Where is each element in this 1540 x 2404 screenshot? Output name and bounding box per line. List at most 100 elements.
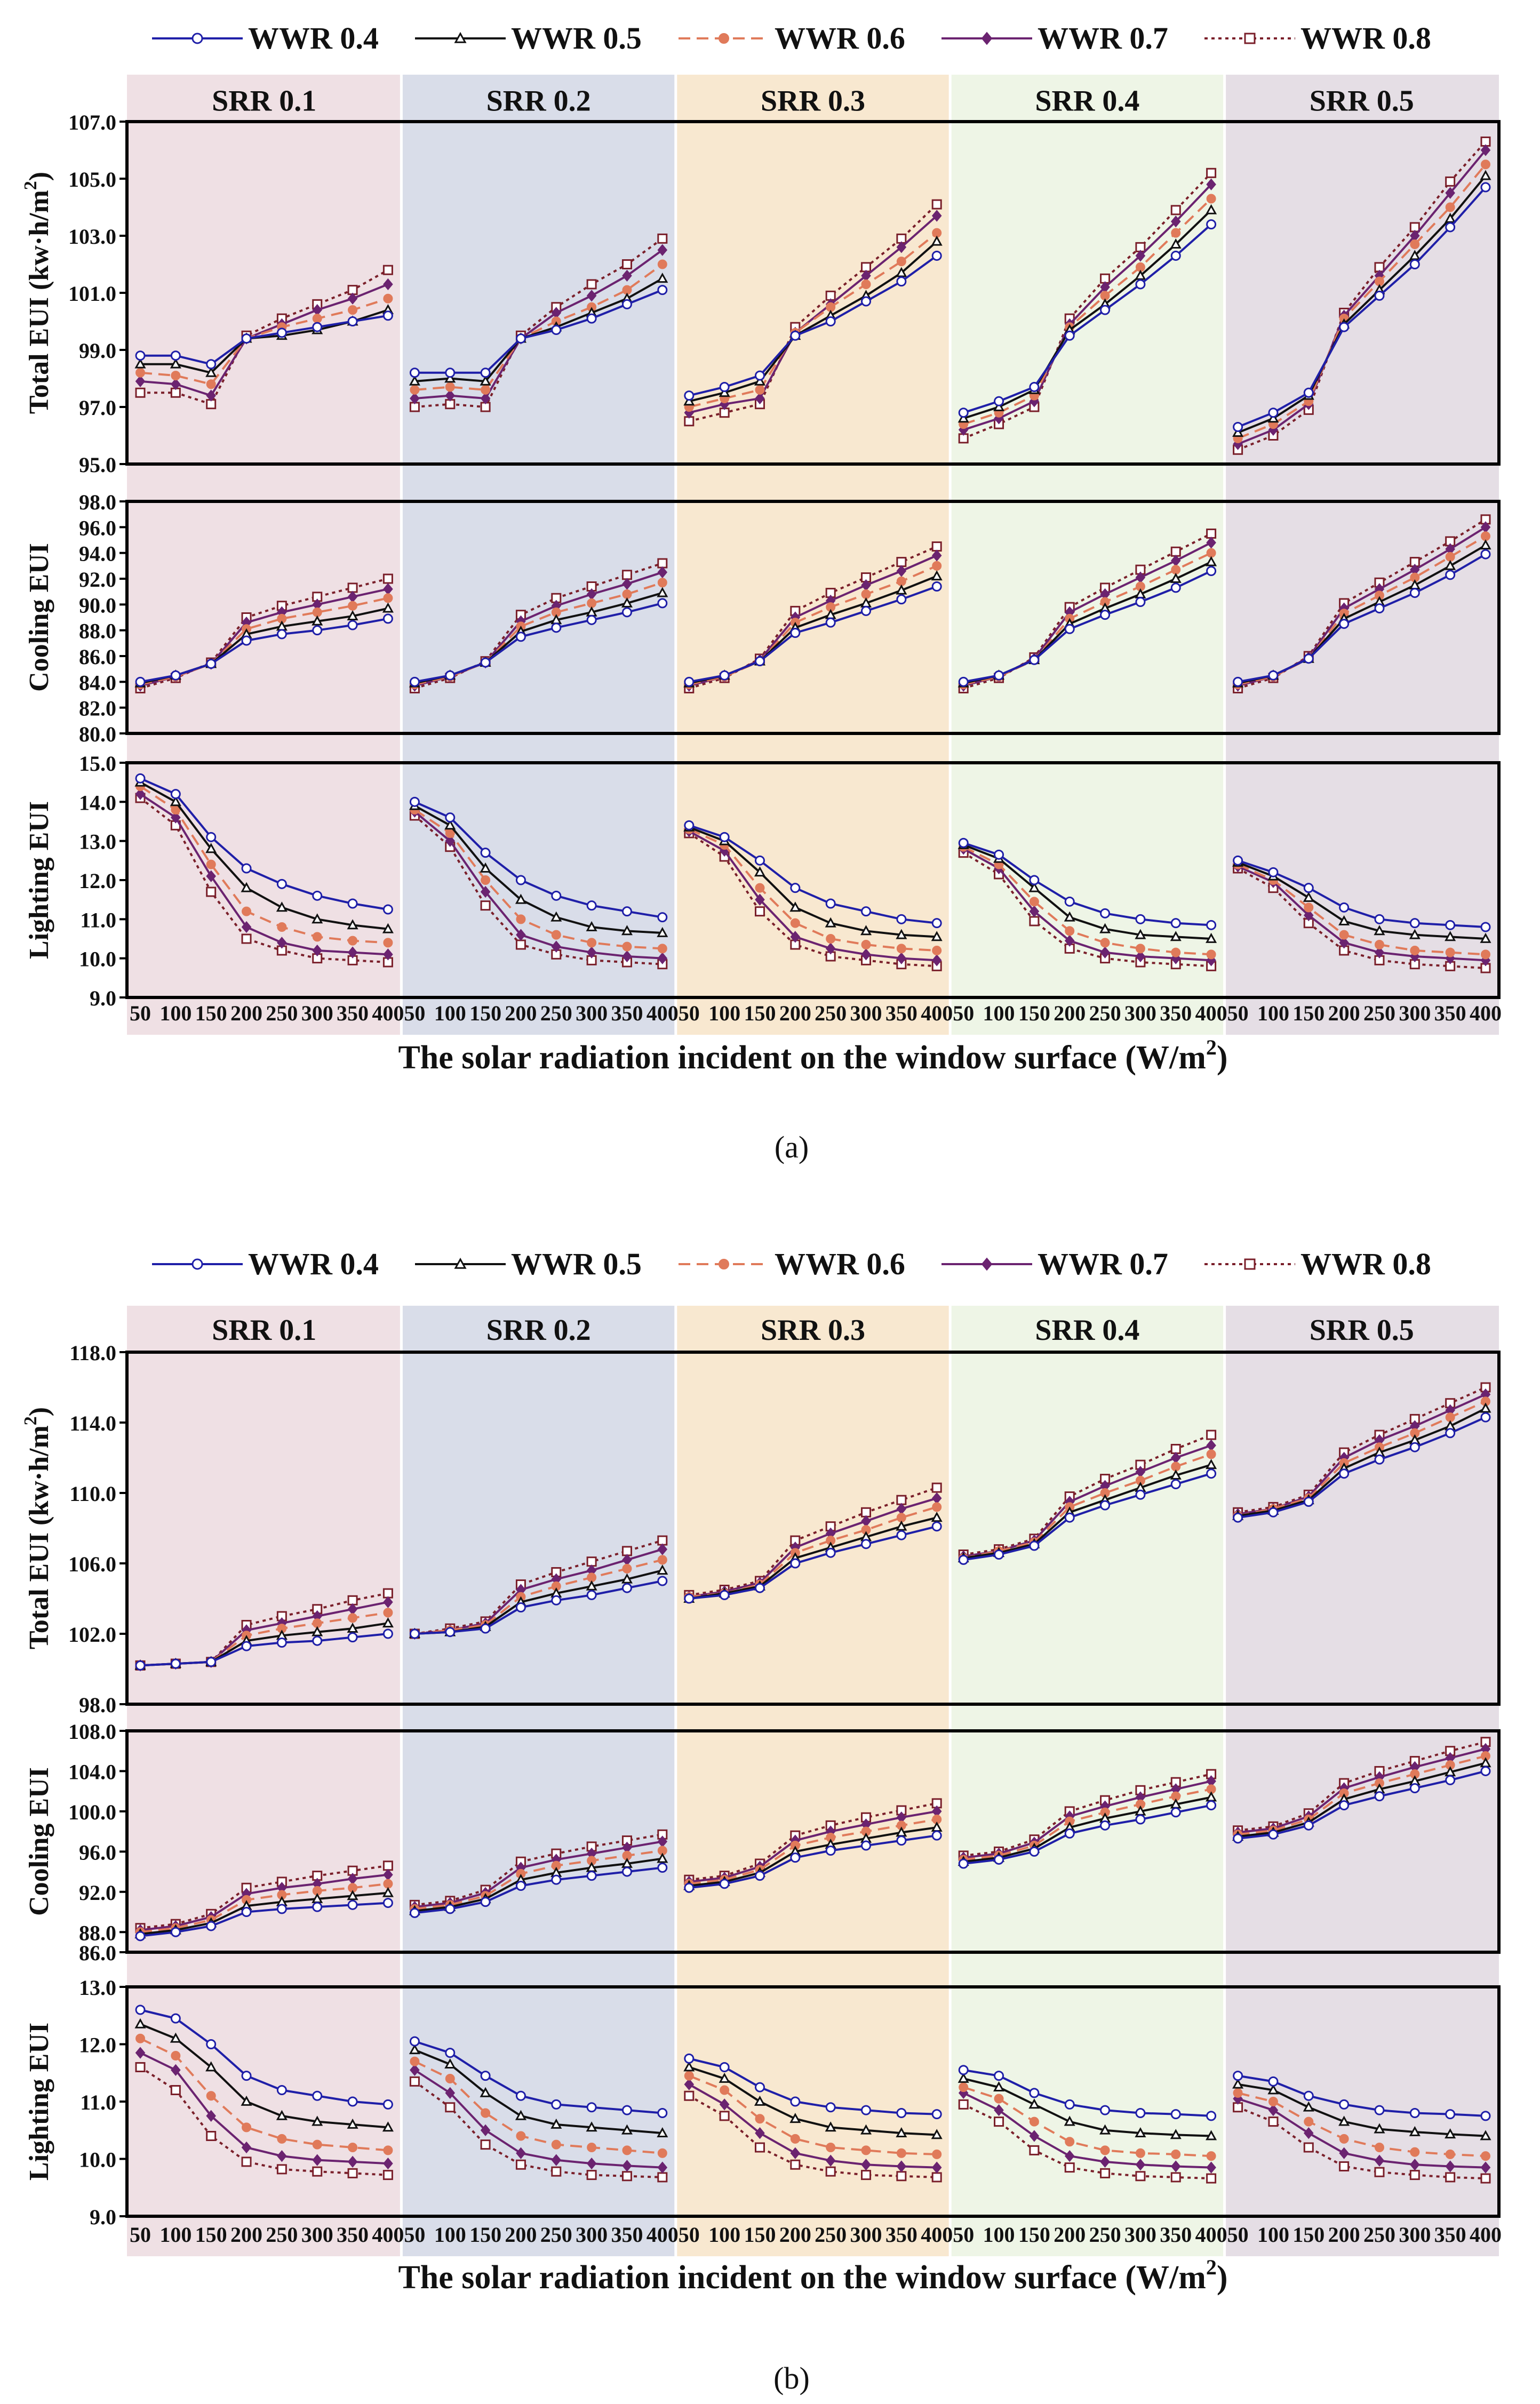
data-point [1135,269,1146,280]
data-point [1480,549,1491,560]
legend-item: WWR 0.5 [415,21,642,55]
data-point [409,796,420,807]
series-line [1238,1740,1486,1832]
x-tick-label: 100 [159,1001,191,1025]
y-tick-label: 11.0 [80,908,116,932]
legend-label: WWR 0.6 [775,21,905,55]
data-point [348,601,358,611]
data-point [1064,2162,1075,2173]
series-line [414,277,663,382]
data-point [1445,2149,1455,2159]
data-point [1445,176,1456,187]
data-point [312,944,323,957]
series-line [689,203,938,422]
data-point [551,325,562,336]
data-point [959,2082,969,2092]
data-point [445,2102,456,2113]
series [684,820,942,929]
data-point [1267,2084,1279,2095]
data-point [1374,2105,1385,2115]
data-point [312,1635,323,1646]
data-point [382,1898,393,1908]
data-point [931,954,942,967]
series-line [963,1780,1212,1859]
data-point [1170,931,1182,941]
data-point [657,233,668,244]
data-point [1064,1512,1075,1523]
data-point [861,2105,872,2115]
x-tick-label: 350 [1160,2223,1192,2247]
series-line [414,2069,663,2169]
data-point [276,629,287,640]
data-point [1064,2099,1075,2110]
data-point [1303,2090,1314,2101]
data-point [754,2082,765,2092]
x-tick-label: 200 [505,2223,537,2247]
data-point [1374,603,1385,614]
data-point [790,2159,801,2170]
data-point [1374,946,1385,959]
data-point [1170,2160,1181,2173]
series-line [1237,149,1487,445]
data-point [134,358,146,369]
x-tick-label: 250 [266,1001,298,1025]
data-point [622,1563,632,1574]
data-point [1170,238,1182,249]
data-point [1339,930,1349,940]
data-point [657,2127,668,2138]
data-point [1206,1459,1217,1469]
data-point [445,1627,456,1638]
series [1233,549,1491,687]
data-point [206,859,216,869]
data-point [994,2094,1004,2104]
data-point [1206,204,1217,214]
data-point [409,2076,420,2087]
data-point [825,316,836,326]
series-line [139,793,388,956]
series [410,2056,667,2158]
legend-marker [719,33,729,44]
data-point [896,565,907,577]
data-point [382,265,393,275]
data-point [754,906,765,917]
data-point [1135,2127,1146,2138]
y-tick-label: 11.0 [80,2090,116,2114]
data-point [410,2064,420,2076]
y-tick-label: 94.0 [79,542,116,566]
data-point [444,819,456,830]
series [135,1898,393,1942]
data-point [242,2122,252,2133]
data-point [383,1596,393,1608]
data-point [896,276,907,287]
x-tick-label: 150 [195,1001,227,1025]
data-point [1206,1800,1217,1811]
data-point [481,875,491,885]
data-point [825,1845,836,1856]
data-point [241,921,252,933]
y-tick-label: 14.0 [79,790,116,814]
panel: 86.088.0 92.0 96.0 100.0 104.0 108.0 Cooling E… [24,1720,1501,1965]
series-line [1238,553,1487,683]
data-point [1170,2109,1181,2120]
data-point [241,2141,252,2154]
data-point [861,605,872,616]
data-point [994,412,1004,425]
data-point [621,1573,633,1584]
data-point [312,2090,323,2101]
data-point [1029,1540,1040,1551]
data-point [1480,182,1491,193]
data-point [382,2099,393,2110]
data-point [1480,170,1491,180]
data-point [1028,882,1040,892]
data-point [790,1852,801,1863]
data-point [383,2145,393,2155]
y-tick-label: 13.0 [79,830,116,854]
data-point [1135,944,1145,954]
data-point [958,408,969,418]
data-point [382,1887,394,1897]
legend-label: WWR 0.5 [511,1247,642,1281]
data-point [480,2139,491,2150]
data-point [382,1628,393,1639]
data-point [931,250,942,261]
series [958,2099,1217,2184]
